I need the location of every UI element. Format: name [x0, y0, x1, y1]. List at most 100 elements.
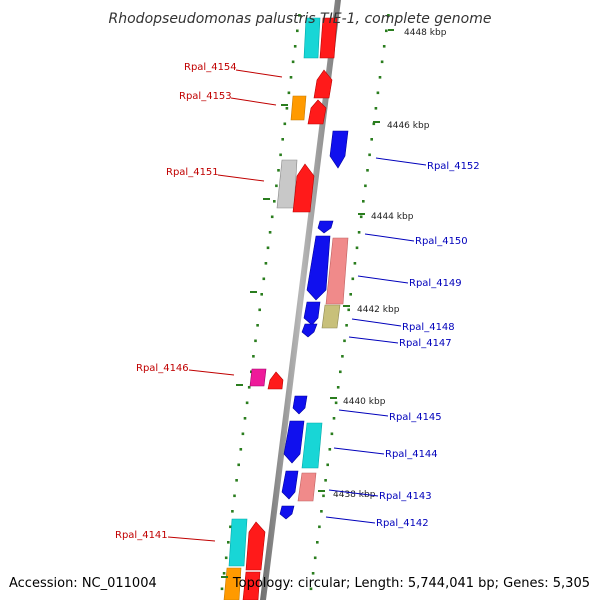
tick-label: 4440 kbp [343, 397, 386, 407]
tick-dot [241, 432, 245, 436]
tick-dot [318, 525, 321, 529]
gene-feature-rpal-4145 [292, 395, 308, 415]
tick-dot [309, 587, 313, 591]
gene-label: Rpal_4141 [115, 530, 168, 541]
gene-feature-red-bottom [242, 571, 261, 600]
tick-dot [364, 184, 367, 188]
tick-major-marks [221, 29, 394, 578]
genome-backbone [260, 0, 341, 600]
tick-dot [277, 169, 280, 172]
tick-dot [336, 386, 340, 389]
tick-dot [316, 541, 319, 544]
tick-label: 4442 kbp [357, 305, 400, 315]
gene-label: Rpal_4153 [179, 91, 232, 102]
tick-dot [366, 169, 369, 172]
gene-feature-rpal-4146-magenta [249, 368, 267, 387]
gene-labels: Rpal_4154 Rpal_4153 Rpal_4151 Rpal_4146 … [115, 62, 480, 541]
gene-label: Rpal_4150 [415, 236, 468, 247]
tick-label: 4438 kbp [333, 490, 376, 500]
tick-dot [293, 45, 297, 48]
tick-dot [387, 14, 390, 17]
tick-dot [324, 479, 327, 482]
tick-dot [256, 324, 259, 327]
tick-dot [258, 308, 261, 312]
gene-feature-rpal-4150 [317, 220, 334, 234]
tick-ring [220, 14, 390, 591]
gene-label: Rpal_4144 [385, 449, 438, 460]
gene-label: Rpal_4154 [184, 62, 237, 73]
gene-feature-blue-4143 [281, 470, 299, 500]
topology-text: Topology: circular; Length: 5,744,041 bp… [232, 576, 590, 591]
tick-label: 4448 kbp [404, 28, 447, 38]
tick-dot [275, 184, 278, 188]
tick-dot [362, 200, 365, 203]
tick-dot [245, 401, 249, 405]
tick-dot [279, 153, 282, 157]
tick-dot [289, 76, 293, 79]
tick-dot [343, 339, 346, 343]
tick-dot [370, 138, 373, 141]
tick-label: 4444 kbp [371, 212, 414, 222]
gene-feature-rpal-4153-red [307, 99, 327, 125]
page-title: Rhodopseudomonas palustris TIE-1, comple… [109, 11, 492, 27]
tick-dot [332, 417, 336, 420]
gene-feature-rpal-4151-red [292, 163, 315, 213]
tick-dot [320, 510, 323, 513]
tick-dot [264, 262, 268, 265]
tick-dot [334, 401, 338, 405]
leader-lines [167, 69, 427, 542]
tick-dot [222, 572, 226, 575]
tick-dot [254, 339, 257, 343]
tick-dot [380, 60, 384, 64]
gene-label: Rpal_4146 [136, 363, 189, 374]
tick-dot [243, 417, 247, 420]
gene-label: Rpal_4147 [399, 338, 452, 349]
tick-dot [351, 277, 355, 281]
tick-dot [349, 293, 352, 296]
gene-features [223, 17, 349, 600]
tick-dot [357, 231, 361, 234]
gene-feature-blue-mid [303, 301, 321, 326]
tick-dot [283, 122, 287, 126]
tick-dot [291, 60, 295, 64]
gene-feature-rpal-4149 [325, 237, 349, 305]
gene-feature-rpal-4141-cyan [228, 518, 248, 567]
gene-label: Rpal_4143 [379, 491, 432, 502]
gene-label: Rpal_4142 [376, 518, 429, 529]
tick-dot [252, 355, 255, 358]
tick-dot [372, 122, 376, 126]
tick-dot [287, 91, 291, 95]
tick-dot [382, 45, 386, 48]
tick-dot [250, 370, 253, 374]
gene-feature-red [319, 17, 338, 59]
tick-dot [330, 432, 334, 436]
tick-dot [376, 91, 380, 95]
tick-dot [233, 494, 236, 498]
tick-dot [266, 246, 270, 250]
tick-dot [341, 355, 344, 358]
tick-dot [227, 541, 230, 544]
tick-dot [268, 231, 272, 234]
tick-dot [237, 463, 240, 467]
tick-dot [247, 386, 251, 389]
tick-dot [224, 556, 228, 560]
tick-dot [385, 29, 388, 33]
gene-feature-rpal-4142 [279, 505, 295, 520]
tick-dot [378, 76, 382, 79]
tick-dot [368, 153, 371, 157]
gene-feature-rpal-4144-cyan [301, 422, 323, 469]
gene-label: Rpal_4152 [427, 161, 480, 172]
gene-feature-rpal-4153-orange [290, 95, 307, 121]
gene-feature-rpal-4146-red [267, 371, 284, 390]
tick-dot [235, 479, 238, 482]
gene-feature-rpal-4141-red [245, 521, 266, 571]
tick-dot [260, 293, 263, 296]
tick-labels: 4448 kbp 4446 kbp 4444 kbp 4442 kbp 4440… [333, 28, 447, 500]
gene-feature-orange-bottom [223, 567, 242, 600]
gene-label: Rpal_4148 [402, 322, 455, 333]
gene-feature-rpal-4152 [329, 130, 349, 169]
gene-label: Rpal_4151 [166, 167, 219, 178]
tick-dot [345, 324, 348, 327]
tick-dot [298, 14, 301, 17]
